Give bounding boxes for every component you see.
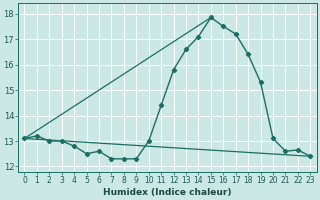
X-axis label: Humidex (Indice chaleur): Humidex (Indice chaleur)	[103, 188, 232, 197]
